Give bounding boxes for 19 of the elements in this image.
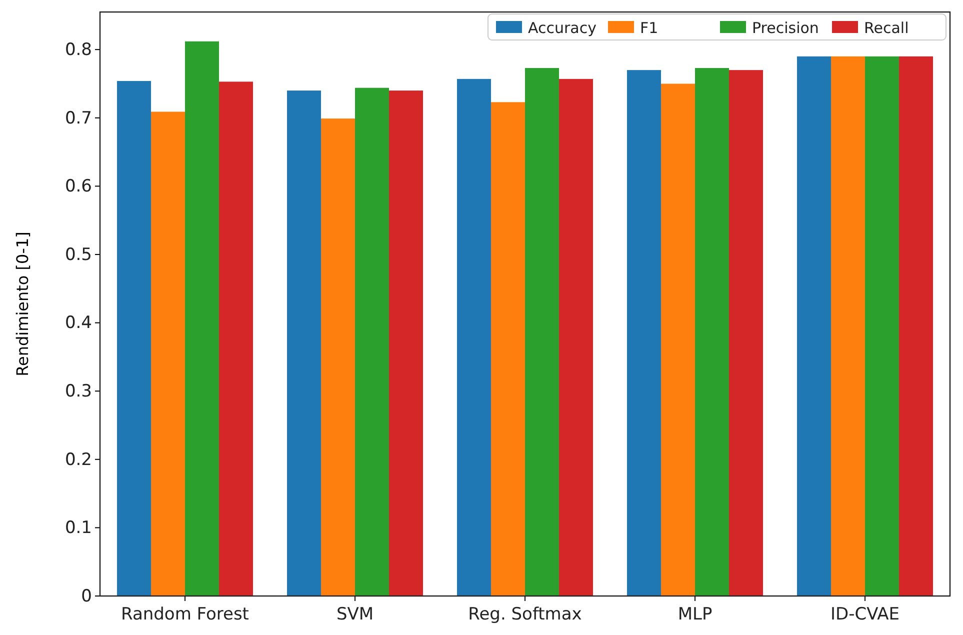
- y-tick-label: 0.4: [64, 313, 92, 334]
- legend-label: F1: [640, 19, 658, 37]
- y-tick-label: 0: [81, 586, 92, 606]
- y-tick-label: 0.7: [64, 108, 92, 128]
- x-tick-label: Reg. Softmax: [468, 604, 582, 624]
- legend-label: Recall: [864, 19, 909, 37]
- y-tick-label: 0.1: [64, 518, 92, 538]
- y-tick-label: 0.8: [64, 40, 92, 60]
- y-tick-label: 0.6: [64, 176, 92, 197]
- y-tick-label: 0.2: [64, 450, 92, 470]
- legend-label: Accuracy: [528, 19, 597, 37]
- y-tick-label: 0.3: [64, 382, 92, 402]
- legend-label: Precision: [752, 19, 819, 37]
- x-tick-label: SVM: [336, 604, 374, 624]
- y-axis-title: Rendimiento [0-1]: [13, 232, 32, 376]
- x-tick-label: ID-CVAE: [830, 604, 900, 624]
- x-tick-label: MLP: [678, 604, 712, 624]
- x-tick-label: Random Forest: [121, 604, 250, 624]
- y-tick-label: 0.5: [64, 244, 92, 265]
